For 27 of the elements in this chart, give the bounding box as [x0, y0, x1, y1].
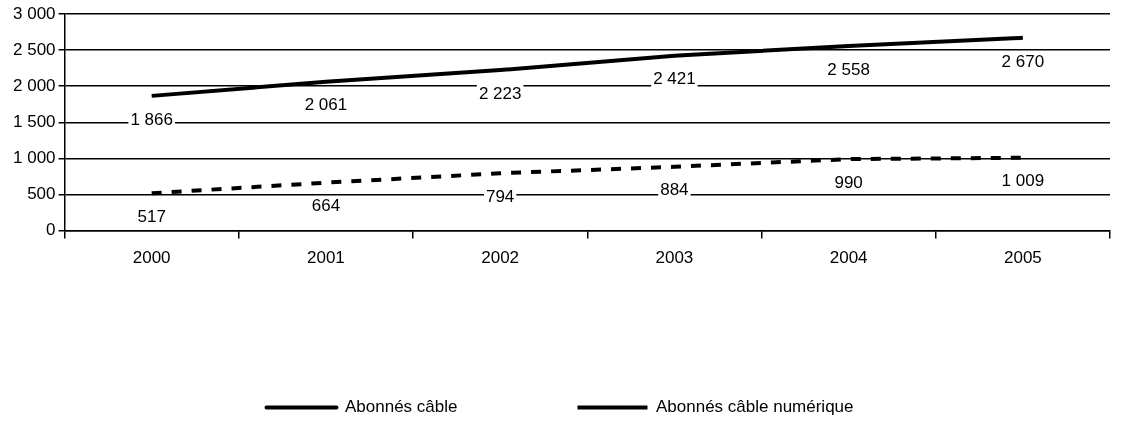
data-label: 884 — [660, 180, 689, 200]
y-tick-label: 2 000 — [12, 75, 56, 95]
data-label: 2 061 — [304, 95, 348, 115]
x-tick-label: 2000 — [132, 248, 171, 268]
x-tick-label: 2001 — [306, 248, 345, 268]
y-tick-label: 500 — [27, 184, 56, 204]
data-label: 2 223 — [478, 83, 522, 103]
data-label: 1 866 — [130, 109, 173, 129]
y-tick-label: 2 500 — [12, 39, 56, 59]
data-label: 1 009 — [1001, 171, 1045, 191]
data-label: 2 421 — [653, 69, 696, 89]
y-tick-label: 1 500 — [12, 111, 56, 131]
x-tick-label: 2003 — [655, 248, 694, 268]
data-label: 990 — [834, 172, 863, 192]
x-tick-label: 2002 — [481, 248, 520, 268]
data-label: 794 — [485, 186, 515, 206]
data-label: 2 670 — [1001, 51, 1045, 71]
y-tick-label: 0 — [46, 220, 56, 240]
x-tick-label: 2004 — [829, 248, 868, 268]
data-label: 664 — [311, 196, 341, 216]
y-tick-label: 3 000 — [12, 3, 56, 23]
legend-label: Abonnés câble — [345, 397, 458, 417]
y-tick-label: 1 000 — [12, 148, 56, 168]
legend-label: Abonnés câble numérique — [655, 397, 854, 417]
data-label: 2 558 — [827, 59, 870, 79]
data-label: 517 — [137, 206, 166, 226]
x-tick-label: 2005 — [1003, 248, 1042, 268]
